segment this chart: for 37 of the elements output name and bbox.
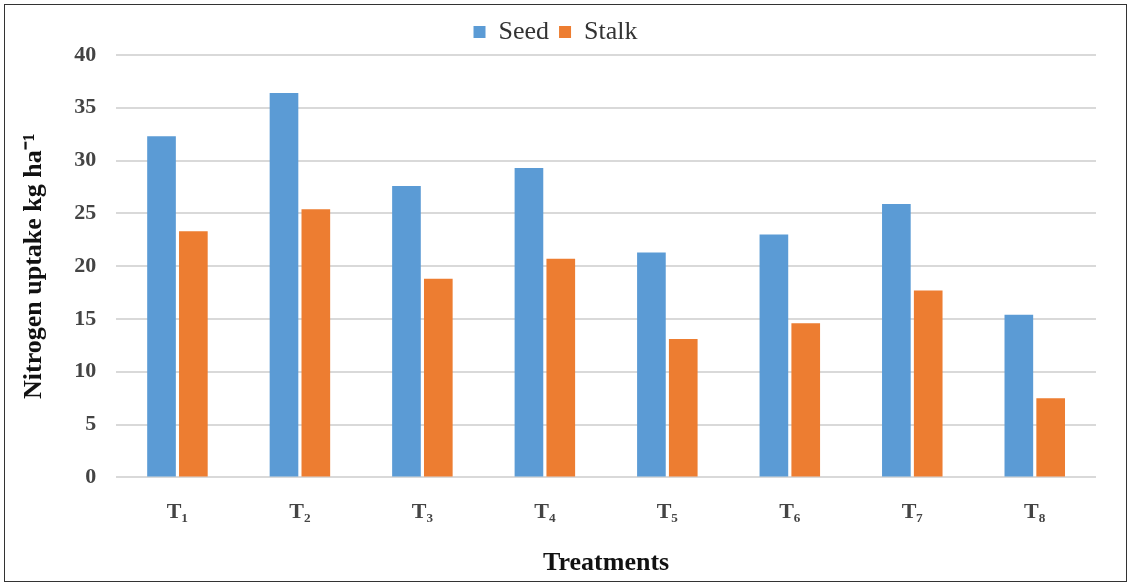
y-tick-label: 10 (74, 357, 97, 383)
bar (1036, 398, 1066, 477)
y-tick-label: 0 (85, 463, 97, 489)
x-tick-label: T₈ (1024, 498, 1046, 524)
y-tick-label: 30 (74, 146, 97, 172)
bar (269, 93, 299, 477)
x-tick-label: T₆ (779, 498, 801, 524)
bar (668, 339, 698, 477)
legend-label: Seed (498, 15, 550, 45)
bar (637, 252, 666, 477)
bar (1004, 314, 1034, 477)
bar (423, 278, 453, 477)
y-tick-label: 5 (85, 410, 97, 436)
bar (791, 323, 821, 477)
y-tick-label: 15 (74, 304, 97, 330)
bar (759, 234, 789, 477)
y-tick-label: 20 (74, 251, 97, 277)
bar (147, 136, 176, 477)
bar (913, 290, 943, 477)
y-tick-label: 35 (74, 93, 97, 119)
bar (882, 203, 911, 477)
bar (179, 231, 208, 477)
bar (514, 167, 544, 477)
x-axis-title: Treatments (543, 547, 670, 577)
x-tick-label: T₃ (411, 498, 434, 524)
y-axis-title: Nitrogen uptake kg ha⁻¹ (18, 133, 48, 399)
x-tick-label: T₂ (289, 498, 311, 524)
bar (301, 209, 331, 477)
x-tick-label: T₇ (901, 498, 924, 524)
y-tick-label: 25 (74, 199, 97, 225)
bar (546, 258, 576, 477)
legend-label: Stalk (584, 15, 638, 45)
y-tick-label: 40 (74, 40, 97, 66)
x-tick-label: T₄ (534, 498, 556, 524)
x-tick-label: T₅ (656, 498, 679, 524)
x-tick-label: T₁ (166, 498, 189, 524)
bar (392, 185, 421, 477)
